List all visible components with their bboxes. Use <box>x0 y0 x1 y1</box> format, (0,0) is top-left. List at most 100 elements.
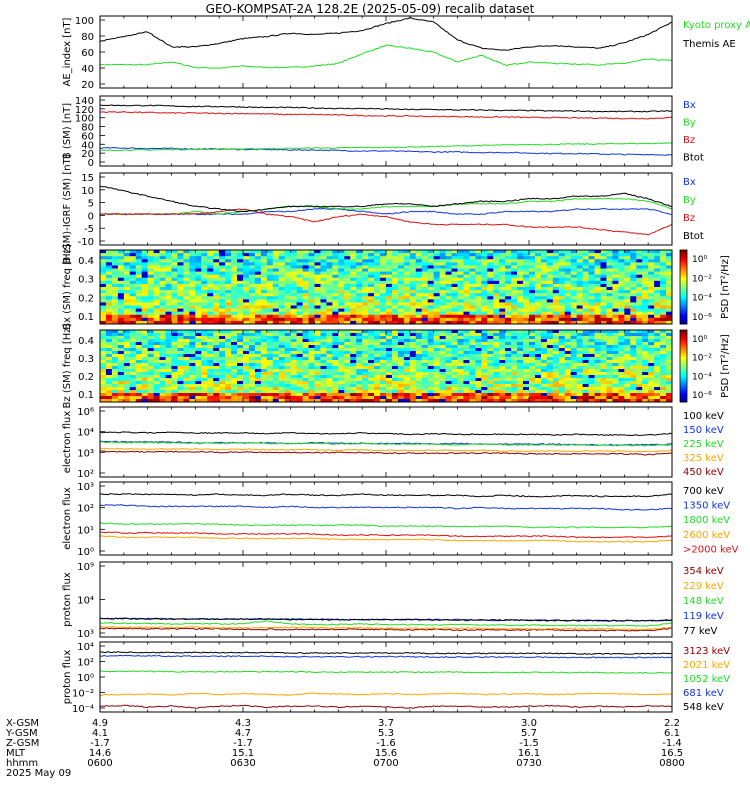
heatmap-cell <box>404 396 410 399</box>
heatmap-cell <box>589 287 595 290</box>
heatmap-cell <box>642 278 648 281</box>
heatmap-cell <box>338 302 344 305</box>
heatmap-cell <box>404 302 410 305</box>
heatmap-cell <box>338 269 344 272</box>
heatmap-cell <box>666 372 672 375</box>
heatmap-cell <box>148 269 154 272</box>
heatmap-cell <box>660 299 666 302</box>
heatmap-cell <box>213 375 219 378</box>
heatmap-cell <box>654 339 660 342</box>
heatmap-cell <box>642 290 648 293</box>
heatmap-cell <box>475 262 481 265</box>
heatmap-cell <box>231 302 237 305</box>
heatmap-cell <box>183 296 189 299</box>
heatmap-cell <box>571 396 577 399</box>
heatmap-cell <box>237 366 243 369</box>
heatmap-cell <box>118 265 124 268</box>
heatmap-cell <box>571 275 577 278</box>
heatmap-cell <box>601 387 607 390</box>
heatmap-cell <box>273 375 279 378</box>
heatmap-cell <box>261 293 267 296</box>
heatmap-cell <box>612 293 618 296</box>
heatmap-cell <box>493 275 499 278</box>
heatmap-cell <box>207 306 213 309</box>
heatmap-cell <box>172 381 178 384</box>
heatmap-cell <box>601 348 607 351</box>
heatmap-cell <box>469 293 475 296</box>
heatmap-cell <box>166 360 172 363</box>
heatmap-cell <box>100 384 106 387</box>
heatmap-cell <box>118 309 124 312</box>
heatmap-cell <box>618 369 624 372</box>
heatmap-cell <box>112 296 118 299</box>
heatmap-cell <box>529 339 535 342</box>
y-tick-label: 0 <box>88 158 94 169</box>
heatmap-cell <box>571 348 577 351</box>
heatmap-cell <box>362 269 368 272</box>
heatmap-cell <box>350 253 356 256</box>
heatmap-cell <box>297 253 303 256</box>
heatmap-cell <box>136 253 142 256</box>
heatmap-cell <box>249 384 255 387</box>
heatmap-cell <box>291 369 297 372</box>
heatmap-cell <box>124 275 130 278</box>
heatmap-cell <box>219 384 225 387</box>
heatmap-cell <box>386 262 392 265</box>
heatmap-cell <box>398 336 404 339</box>
heatmap-cell <box>189 339 195 342</box>
heatmap-cell <box>577 348 583 351</box>
heatmap-cell <box>297 348 303 351</box>
heatmap-cell <box>124 290 130 293</box>
heatmap-cell <box>523 396 529 399</box>
heatmap-cell <box>660 312 666 315</box>
heatmap-cell <box>320 250 326 253</box>
heatmap-cell <box>505 318 511 321</box>
heatmap-cell <box>463 302 469 305</box>
heatmap-cell <box>362 357 368 360</box>
heatmap-cell <box>273 296 279 299</box>
heatmap-cell <box>243 318 249 321</box>
heatmap-cell <box>201 369 207 372</box>
heatmap-cell <box>636 278 642 281</box>
heatmap-cell <box>487 330 493 333</box>
heatmap-cell <box>523 357 529 360</box>
heatmap-cell <box>332 345 338 348</box>
heatmap-cell <box>469 396 475 399</box>
heatmap-cell <box>255 366 261 369</box>
heatmap-cell <box>416 287 422 290</box>
heatmap-cell <box>326 296 332 299</box>
heatmap-cell <box>297 272 303 275</box>
heatmap-cell <box>326 339 332 342</box>
heatmap-cell <box>344 330 350 333</box>
heatmap-cell <box>481 396 487 399</box>
heatmap-cell <box>154 381 160 384</box>
heatmap-cell <box>517 396 523 399</box>
heatmap-cell <box>410 354 416 357</box>
heatmap-cell <box>577 387 583 390</box>
heatmap-cell <box>571 351 577 354</box>
heatmap-cell <box>636 363 642 366</box>
heatmap-cell <box>243 278 249 281</box>
chart-title: GEO-KOMPSAT-2A 128.2E (2025-05-09) recal… <box>206 2 535 16</box>
heatmap-cell <box>332 287 338 290</box>
heatmap-cell <box>404 287 410 290</box>
heatmap-cell <box>309 269 315 272</box>
heatmap-cell <box>583 315 589 318</box>
heatmap-cell <box>112 302 118 305</box>
heatmap-cell <box>589 302 595 305</box>
heatmap-cell <box>440 281 446 284</box>
heatmap-cell <box>463 333 469 336</box>
heatmap-cell <box>100 259 106 262</box>
heatmap-cell <box>261 299 267 302</box>
heatmap-cell <box>440 342 446 345</box>
heatmap-cell <box>452 375 458 378</box>
heatmap-cell <box>660 396 666 399</box>
heatmap-cell <box>618 250 624 253</box>
heatmap-cell <box>404 393 410 396</box>
heatmap-cell <box>458 290 464 293</box>
heatmap-cell <box>452 253 458 256</box>
heatmap-cell <box>505 357 511 360</box>
heatmap-cell <box>177 250 183 253</box>
heatmap-cell <box>273 348 279 351</box>
heatmap-cell <box>195 262 201 265</box>
